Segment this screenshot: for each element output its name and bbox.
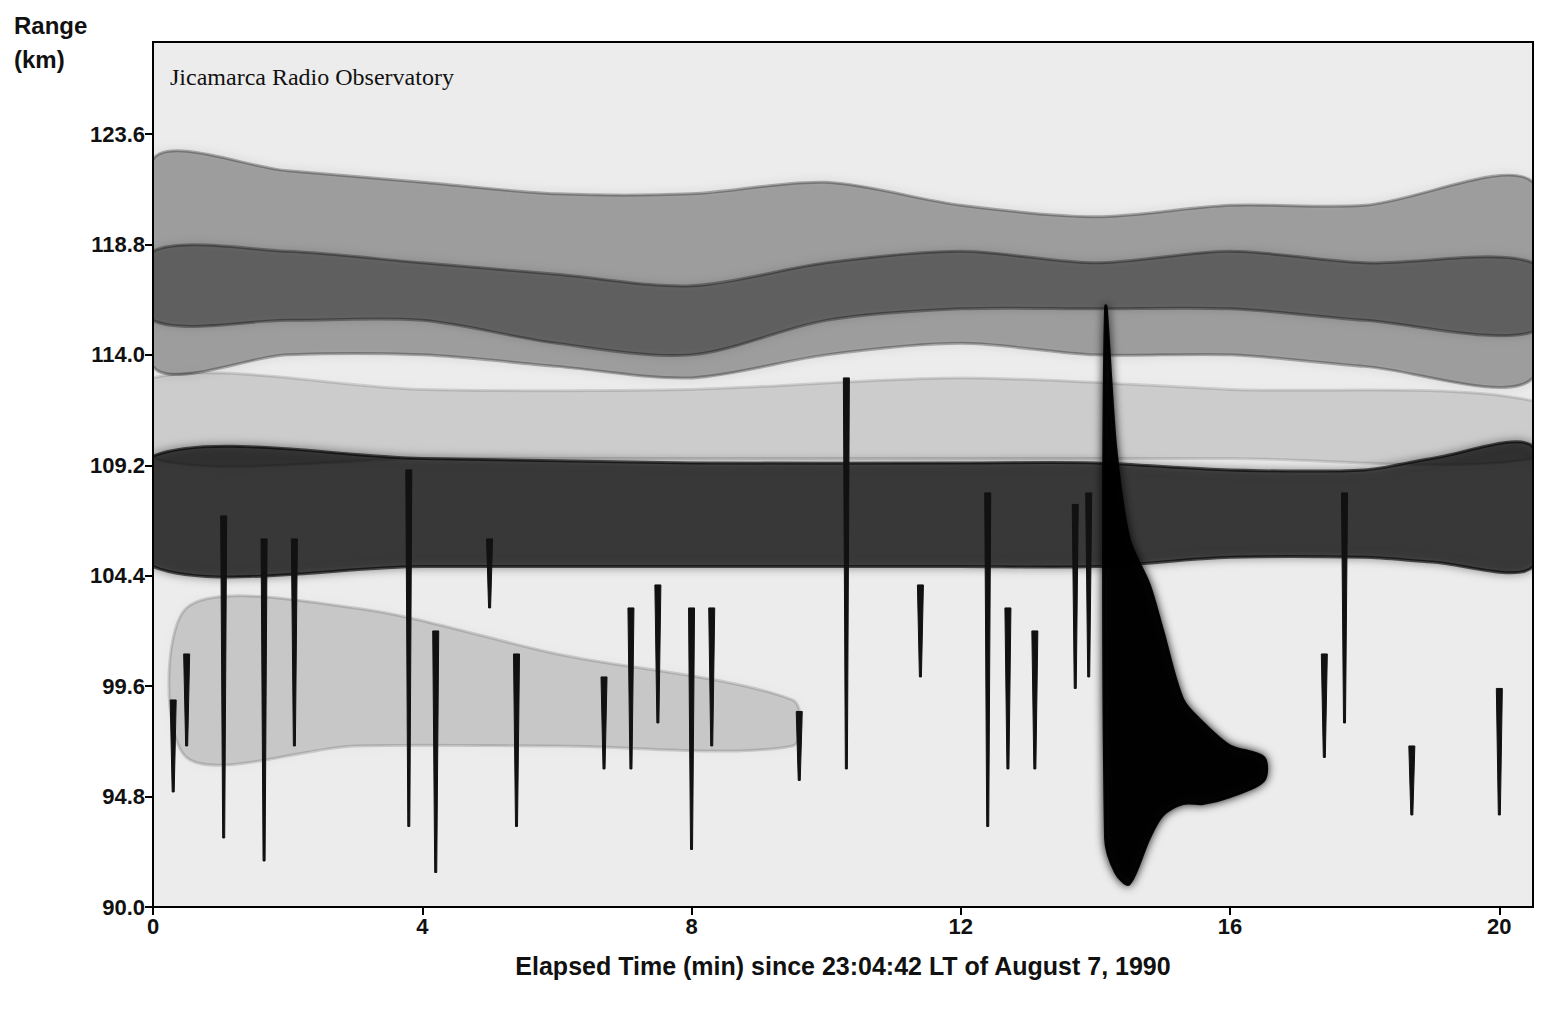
svg-text:4: 4 <box>416 914 429 939</box>
svg-text:94.8: 94.8 <box>102 784 145 809</box>
svg-text:114.0: 114.0 <box>91 342 145 367</box>
svg-text:Elapsed Time (min) since 23:04: Elapsed Time (min) since 23:04:42 LT of … <box>515 952 1170 980</box>
svg-text:0: 0 <box>147 914 159 939</box>
svg-text:90.0: 90.0 <box>102 895 145 920</box>
svg-text:118.8: 118.8 <box>91 232 145 257</box>
svg-text:12: 12 <box>949 914 973 939</box>
svg-text:16: 16 <box>1218 914 1242 939</box>
svg-text:(km): (km) <box>14 46 65 73</box>
svg-text:123.6: 123.6 <box>90 122 145 147</box>
svg-text:104.4: 104.4 <box>90 563 146 588</box>
svg-text:Range: Range <box>14 12 87 39</box>
svg-text:8: 8 <box>685 914 697 939</box>
svg-text:109.2: 109.2 <box>90 453 145 478</box>
svg-text:99.6: 99.6 <box>102 674 145 699</box>
svg-text:Jicamarca Radio Observatory: Jicamarca Radio Observatory <box>170 64 454 90</box>
svg-text:20: 20 <box>1487 914 1511 939</box>
